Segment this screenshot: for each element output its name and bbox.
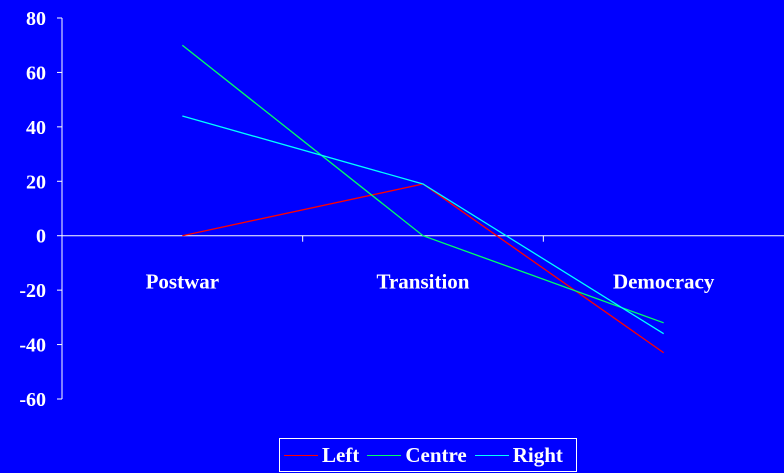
y-tick-label: -20 xyxy=(19,280,46,302)
category-labels: Postwar Transition Democracy xyxy=(146,270,715,294)
legend: Left Centre Right xyxy=(279,438,577,472)
axes xyxy=(57,17,784,400)
legend-swatch-right xyxy=(474,454,509,456)
y-tick-label: 80 xyxy=(26,8,46,30)
y-tick-label: -40 xyxy=(19,335,46,357)
series-lines xyxy=(181,44,665,354)
series-line-left xyxy=(182,183,665,354)
category-label: Transition xyxy=(377,270,470,294)
legend-swatch-centre xyxy=(367,454,402,456)
y-tick-label: -60 xyxy=(19,389,46,411)
legend-item-centre: Centre xyxy=(367,442,467,467)
series-line-right xyxy=(182,115,665,335)
category-label: Democracy xyxy=(613,270,715,294)
y-tick-label: 40 xyxy=(26,117,46,139)
legend-swatch-left xyxy=(284,454,318,456)
series-line-centre xyxy=(181,44,664,324)
legend-label-right: Right xyxy=(512,442,563,467)
y-tick-label: 20 xyxy=(26,171,46,193)
legend-item-left: Left xyxy=(284,442,360,467)
category-label: Postwar xyxy=(146,270,219,294)
y-tick-label: 60 xyxy=(26,62,46,84)
legend-item-right: Right xyxy=(474,442,563,467)
y-tick-labels: 80 60 40 20 0 -20 -40 -60 xyxy=(19,8,46,411)
legend-label-left: Left xyxy=(322,442,360,467)
y-tick-label: 0 xyxy=(36,226,46,248)
legend-label-centre: Centre xyxy=(405,442,467,467)
